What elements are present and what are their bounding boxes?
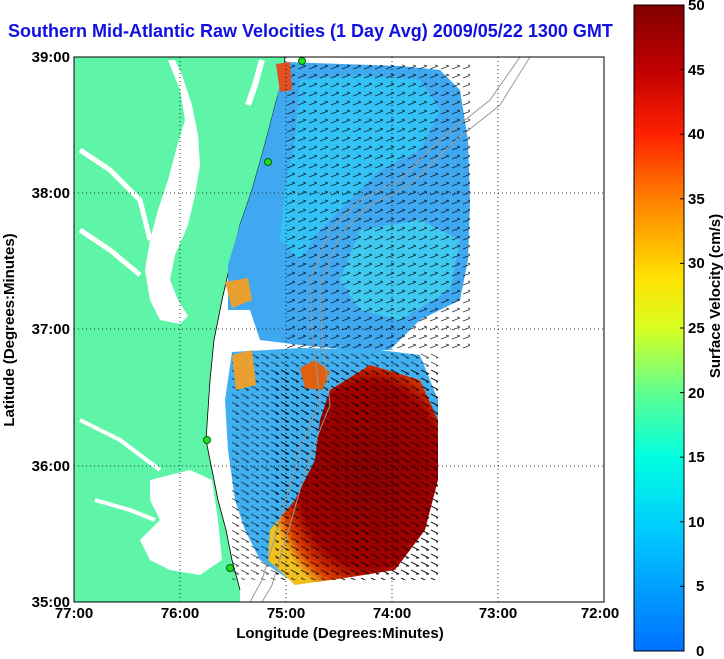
x-tick-label: 76:00 [161, 605, 199, 622]
colorbar-tick-label: 25 [688, 320, 705, 337]
colorbar-tick-label: 35 [688, 191, 705, 208]
velocity-hotspot-coast-2 [232, 350, 256, 390]
colorbar-label: Surface Velocity (cm/s) [707, 214, 724, 378]
x-axis-ticks: 77:00 76:00 75:00 74:00 73:00 72:00 [55, 605, 619, 622]
colorbar-tick-label: 30 [688, 255, 705, 272]
river [79, 418, 162, 472]
pamlico-sound [140, 470, 222, 575]
y-tick-label: 36:00 [32, 458, 70, 475]
y-tick-label: 37:00 [32, 321, 70, 338]
colorbar [633, 4, 685, 652]
colorbar-tick-label: 40 [688, 126, 705, 143]
colorbar-ticks [680, 4, 684, 652]
x-axis-label: Longitude (Degrees:Minutes) [236, 625, 444, 642]
velocity-hotspot-north [276, 62, 292, 92]
chesapeake-bay [145, 60, 200, 324]
plot-frame [73, 56, 605, 603]
graticule [74, 57, 604, 602]
velocity-hotspot-small [300, 360, 330, 390]
map-title: Southern Mid-Atlantic Raw Velocities (1 … [8, 21, 613, 41]
velocity-arrows-north [285, 62, 470, 352]
colorbar-tick-label: 15 [688, 449, 705, 466]
isobath [261, 57, 531, 602]
x-tick-label: 75:00 [267, 605, 305, 622]
velocity-arrows-jet [275, 370, 438, 580]
x-tick-label: 73:00 [479, 605, 517, 622]
colorbar-tick-label: 10 [688, 514, 705, 531]
delaware-bay [245, 59, 265, 106]
x-tick-label: 72:00 [581, 605, 619, 622]
radar-station-marker [264, 158, 272, 166]
river [78, 227, 142, 277]
radar-station-marker [226, 564, 234, 572]
y-tick-label: 35:00 [32, 594, 70, 611]
y-tick-label: 39:00 [32, 49, 70, 66]
velocity-hotspot-coast [225, 278, 252, 308]
x-tick-label: 74:00 [373, 605, 411, 622]
x-tick-label: 77:00 [55, 605, 93, 622]
colorbar-tick-label: 50 [688, 0, 705, 14]
colorbar-tick-label: 45 [688, 62, 705, 79]
y-axis-label: Latitude (Degrees:Minutes) [1, 233, 18, 426]
y-axis-ticks: 39:00 38:00 37:00 36:00 35:00 [32, 49, 70, 611]
colorbar-tick-label: 0 [696, 643, 704, 659]
coastline [205, 57, 286, 591]
isobath [249, 57, 521, 602]
colorbar-tick-label: 5 [696, 578, 704, 595]
colorbar-labels: 50 45 40 35 30 25 20 15 10 5 0 [688, 0, 705, 659]
radar-station-marker [203, 436, 211, 444]
river [94, 498, 156, 522]
colorbar-tick-label: 20 [688, 385, 705, 402]
y-tick-label: 38:00 [32, 185, 70, 202]
radar-station-marker [298, 57, 306, 65]
river [78, 147, 153, 241]
